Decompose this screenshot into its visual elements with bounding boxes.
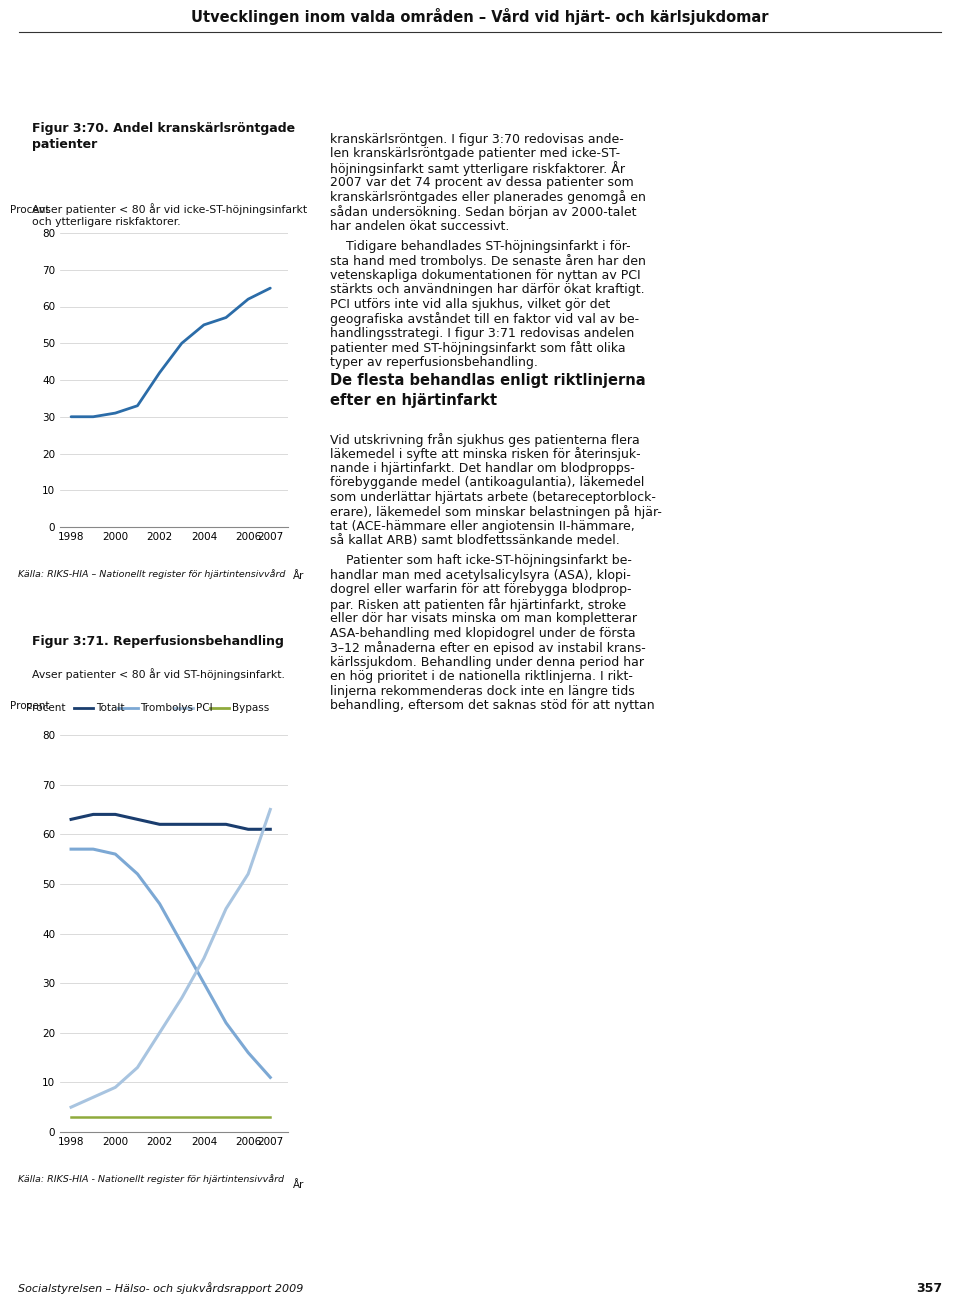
Text: len kranskärlsröntgade patienter med icke-ST-: len kranskärlsröntgade patienter med ick…: [330, 147, 620, 160]
Text: Procent: Procent: [10, 206, 49, 215]
Text: 3–12 månaderna efter en episod av instabil krans-: 3–12 månaderna efter en episod av instab…: [330, 642, 646, 655]
Text: 2007 var det 74 procent av dessa patienter som: 2007 var det 74 procent av dessa patient…: [330, 176, 634, 189]
Text: geografiska avståndet till en faktor vid val av be-: geografiska avståndet till en faktor vid…: [330, 312, 639, 327]
Text: handlingsstrategi. I figur 3:71 redovisas andelen: handlingsstrategi. I figur 3:71 redovisa…: [330, 327, 635, 340]
Text: handlar man med acetylsalicylsyra (ASA), klopi-: handlar man med acetylsalicylsyra (ASA),…: [330, 569, 631, 582]
Text: efter en hjärtinfarkt: efter en hjärtinfarkt: [330, 393, 497, 409]
Text: en hög prioritet i de nationella riktlinjerna. I rikt-: en hög prioritet i de nationella riktlin…: [330, 671, 633, 684]
Text: linjerna rekommenderas dock inte en längre tids: linjerna rekommenderas dock inte en läng…: [330, 685, 635, 698]
Text: De flesta behandlas enligt riktlinjerna: De flesta behandlas enligt riktlinjerna: [330, 374, 646, 388]
Text: Totalt: Totalt: [96, 703, 125, 713]
Text: stärkts och användningen har därför ökat kraftigt.: stärkts och användningen har därför ökat…: [330, 284, 644, 297]
Text: läkemedel i syfte att minska risken för återinsjuk-: läkemedel i syfte att minska risken för …: [330, 447, 640, 461]
Text: eller dör har visats minska om man kompletterar: eller dör har visats minska om man kompl…: [330, 612, 637, 625]
Text: Patienter som haft icke-ST-höjningsinfarkt be-: Patienter som haft icke-ST-höjningsinfar…: [330, 555, 632, 568]
Text: År: År: [293, 572, 304, 581]
Text: som underlättar hjärtats arbete (betareceptorblock-: som underlättar hjärtats arbete (betarec…: [330, 491, 656, 504]
Text: Figur 3:71. Reperfusionsbehandling: Figur 3:71. Reperfusionsbehandling: [32, 635, 284, 648]
Text: dogrel eller warfarin för att förebygga blodprop-: dogrel eller warfarin för att förebygga …: [330, 583, 632, 596]
Text: tat (ACE-hämmare eller angiotensin II-hämmare,: tat (ACE-hämmare eller angiotensin II-hä…: [330, 519, 635, 533]
Text: förebyggande medel (antikoagulantia), läkemedel: förebyggande medel (antikoagulantia), lä…: [330, 477, 644, 490]
Text: kärlssjukdom. Behandling under denna period har: kärlssjukdom. Behandling under denna per…: [330, 656, 644, 669]
Text: så kallat ARB) samt blodfettssänkande medel.: så kallat ARB) samt blodfettssänkande me…: [330, 534, 620, 547]
Text: PCI: PCI: [196, 703, 212, 713]
Text: PCI utförs inte vid alla sjukhus, vilket gör det: PCI utförs inte vid alla sjukhus, vilket…: [330, 298, 611, 311]
Text: ASA-behandling med klopidogrel under de första: ASA-behandling med klopidogrel under de …: [330, 628, 636, 641]
Text: Socialstyrelsen – Hälso- och sjukvårdsrapport 2009: Socialstyrelsen – Hälso- och sjukvårdsra…: [18, 1282, 303, 1294]
Text: Avser patienter < 80 år vid ST-höjningsinfarkt.: Avser patienter < 80 år vid ST-höjningsi…: [32, 668, 285, 680]
Text: Trombolys: Trombolys: [140, 703, 193, 713]
Text: kranskärlsröntgades eller planerades genomgå en: kranskärlsröntgades eller planerades gen…: [330, 190, 646, 204]
Text: par. Risken att patienten får hjärtinfarkt, stroke: par. Risken att patienten får hjärtinfar…: [330, 598, 626, 612]
Text: patienter med ST-höjningsinfarkt som fått olika: patienter med ST-höjningsinfarkt som fåt…: [330, 341, 626, 355]
Text: Källa: RIKS-HIA – Nationellt register för hjärtintensivvård: Källa: RIKS-HIA – Nationellt register fö…: [18, 569, 285, 579]
Text: Bypass: Bypass: [232, 703, 270, 713]
Text: Procent: Procent: [26, 703, 66, 713]
Text: Avser patienter < 80 år vid icke-ST-höjningsinfarkt
och ytterligare riskfaktorer: Avser patienter < 80 år vid icke-ST-höjn…: [32, 203, 307, 228]
Text: sta hand med trombolys. De senaste åren har den: sta hand med trombolys. De senaste åren …: [330, 254, 646, 268]
Text: År: År: [293, 1180, 304, 1190]
Text: Tidigare behandlades ST-höjningsinfarkt i för-: Tidigare behandlades ST-höjningsinfarkt …: [330, 240, 631, 253]
Text: Procent: Procent: [10, 702, 49, 711]
Text: vetenskapliga dokumentationen för nyttan av PCI: vetenskapliga dokumentationen för nyttan…: [330, 268, 640, 281]
Text: Källa: RIKS-HIA - Nationellt register för hjärtintensivvård: Källa: RIKS-HIA - Nationellt register fö…: [18, 1174, 284, 1184]
Text: Figur 3:70. Andel kranskärlsröntgade
patienter: Figur 3:70. Andel kranskärlsröntgade pat…: [32, 122, 295, 151]
Text: behandling, eftersom det saknas stöd för att nyttan: behandling, eftersom det saknas stöd för…: [330, 699, 655, 712]
Text: sådan undersökning. Sedan början av 2000-talet: sådan undersökning. Sedan början av 2000…: [330, 204, 636, 219]
Text: har andelen ökat successivt.: har andelen ökat successivt.: [330, 220, 510, 233]
Text: Utvecklingen inom valda områden – Vård vid hjärt- och kärlsjukdomar: Utvecklingen inom valda områden – Vård v…: [191, 8, 769, 25]
Text: höjningsinfarkt samt ytterligare riskfaktorer. År: höjningsinfarkt samt ytterligare riskfak…: [330, 161, 625, 177]
Text: erare), läkemedel som minskar belastningen på hjär-: erare), läkemedel som minskar belastning…: [330, 505, 661, 519]
Text: 357: 357: [916, 1281, 942, 1294]
Text: typer av reperfusionsbehandling.: typer av reperfusionsbehandling.: [330, 355, 538, 368]
Text: Vid utskrivning från sjukhus ges patienterna flera: Vid utskrivning från sjukhus ges patient…: [330, 432, 639, 447]
Text: nande i hjärtinfarkt. Det handlar om blodpropps-: nande i hjärtinfarkt. Det handlar om blo…: [330, 462, 635, 475]
Text: kranskärlsröntgen. I figur 3:70 redovisas ande-: kranskärlsröntgen. I figur 3:70 redovisa…: [330, 133, 624, 146]
